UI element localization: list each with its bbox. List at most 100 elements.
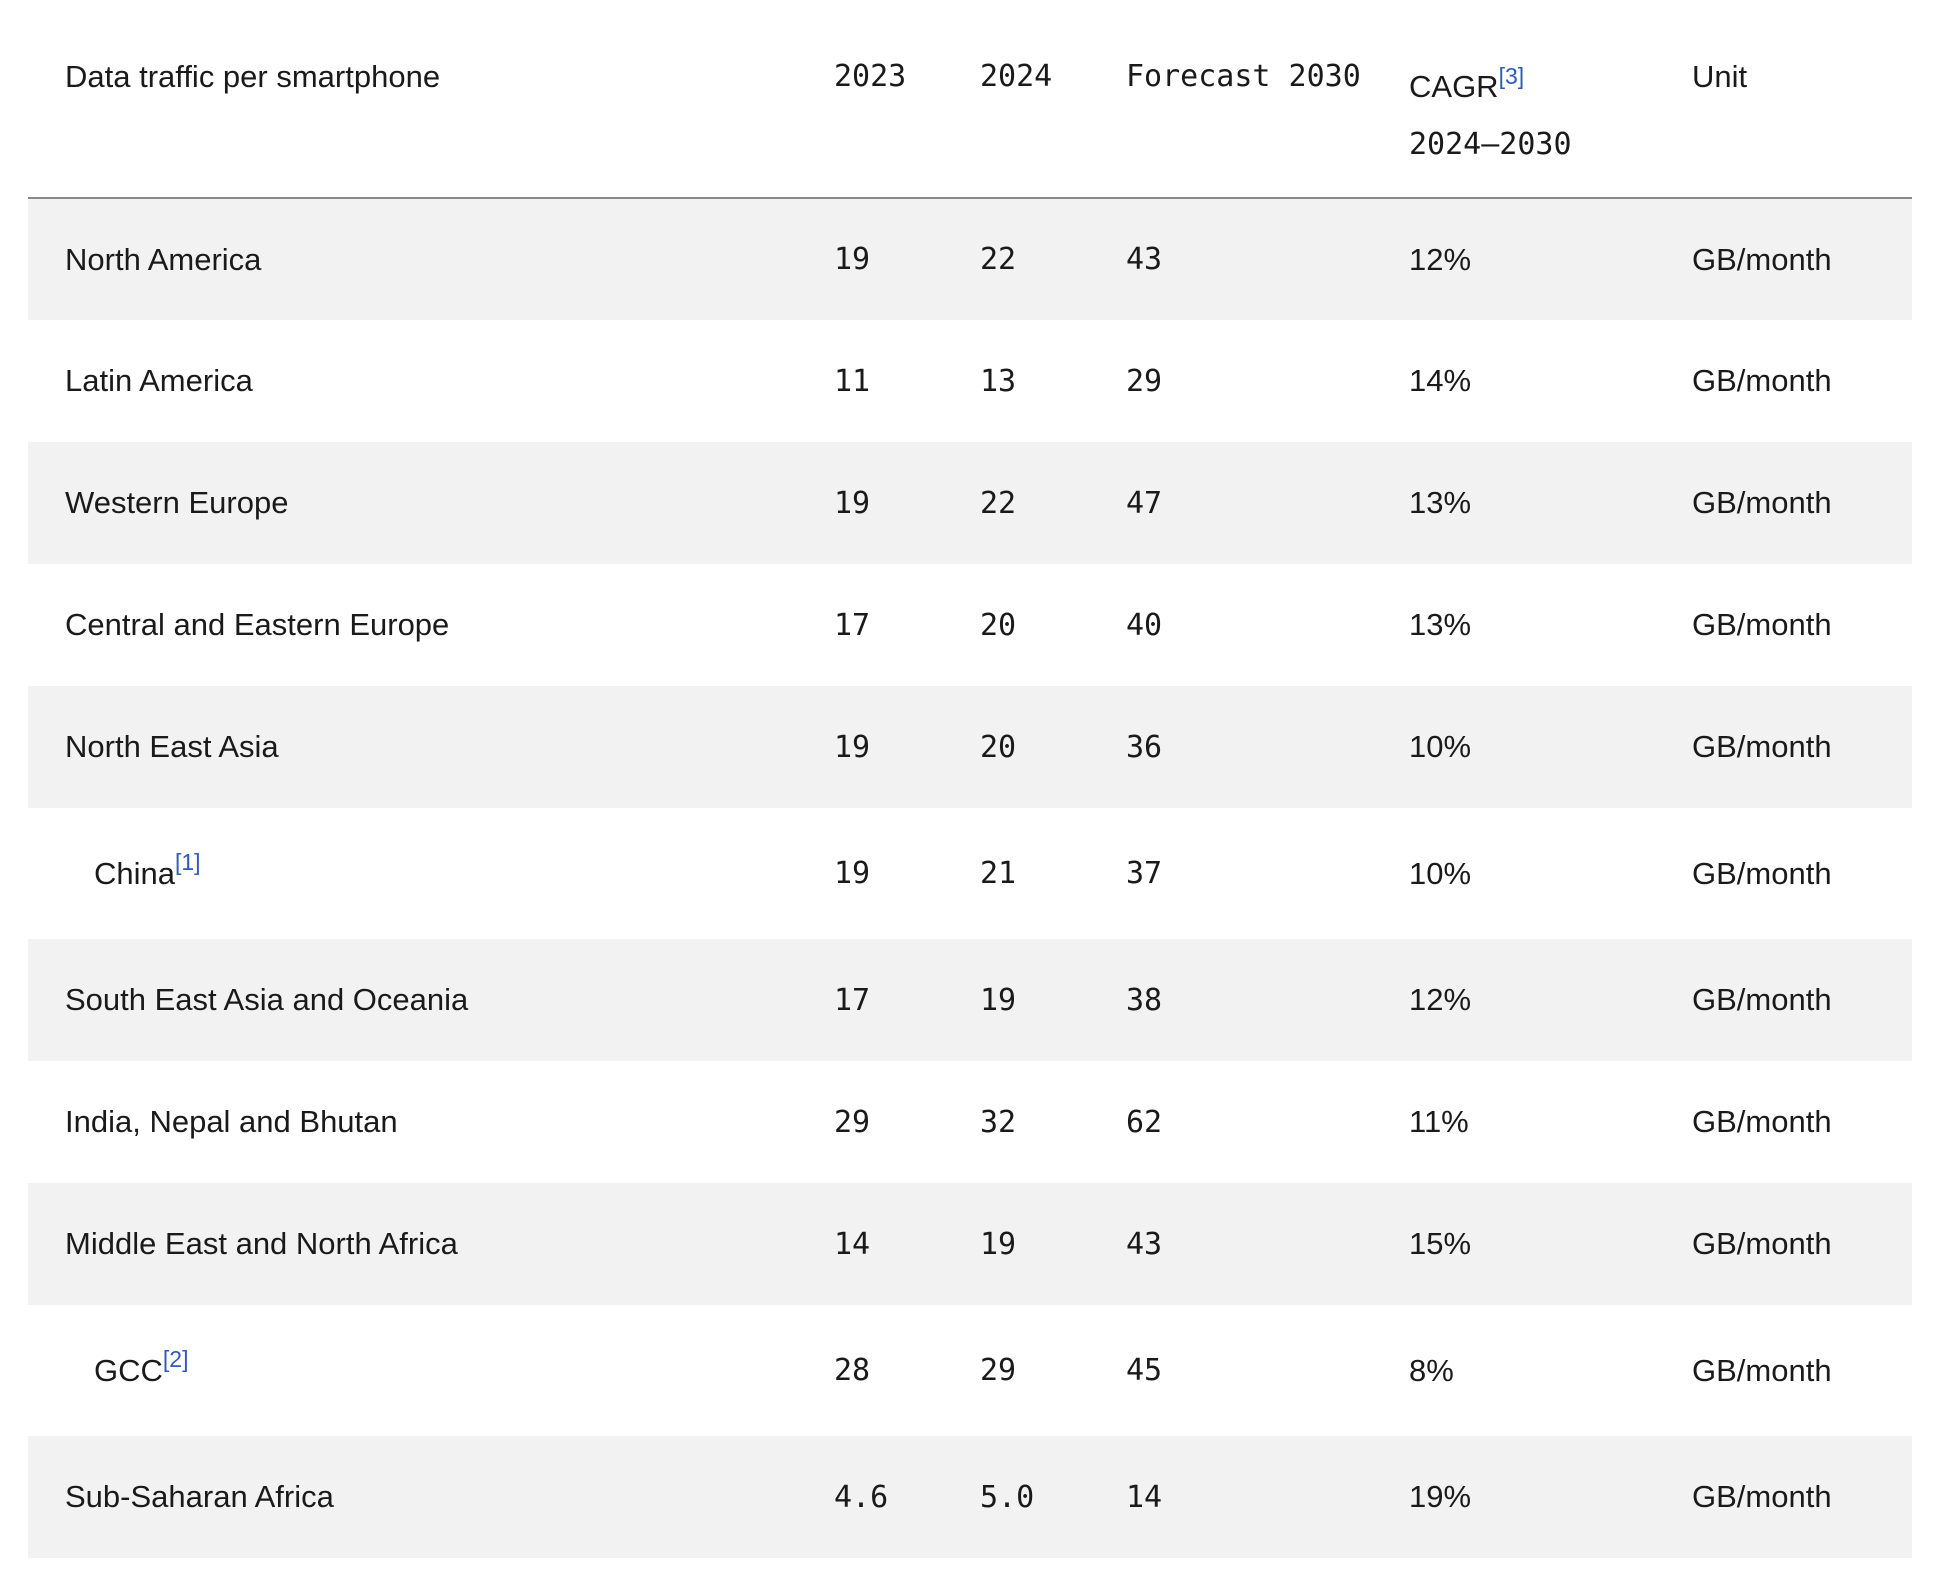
cell-unit: GB/month bbox=[1692, 1183, 1912, 1305]
header-row: Data traffic per smartphone 2023 2024 Fo… bbox=[28, 0, 1912, 199]
footnote-link-3[interactable]: [3] bbox=[1498, 62, 1525, 89]
cell-cagr: 12% bbox=[1409, 198, 1692, 320]
region-name: North America bbox=[65, 241, 262, 277]
cell-unit: GB/month bbox=[1692, 686, 1912, 808]
cell-unit: GB/month bbox=[1692, 1104, 1832, 1139]
region-name: Western Europe bbox=[65, 485, 289, 520]
header-cagr-label: CAGR bbox=[1409, 69, 1499, 104]
header-cagr-period: 2024–2030 bbox=[1409, 127, 1572, 162]
cell-forecast-2030: 43 bbox=[1126, 1183, 1409, 1305]
region-name: North East Asia bbox=[65, 729, 279, 764]
cell-forecast-2030: 38 bbox=[1126, 939, 1409, 1061]
cell-region: South East Asia and Oceania bbox=[28, 939, 834, 1061]
header-unit: Unit bbox=[1692, 0, 1912, 199]
header-2023: 2023 bbox=[834, 0, 980, 199]
cell-2023: 4.6 bbox=[834, 1436, 980, 1558]
cell-2023: 28 bbox=[834, 1353, 871, 1388]
cell-2024: 22 bbox=[980, 198, 1126, 320]
table-row: Western Europe 19 22 47 13% GB/month bbox=[28, 442, 1912, 564]
cell-region: North East Asia bbox=[28, 686, 834, 808]
cell-forecast-2030: 43 bbox=[1126, 198, 1409, 320]
cell-2024: 22 bbox=[980, 442, 1126, 564]
cell-2024: 21 bbox=[980, 856, 1017, 891]
cell-2023: 19 bbox=[834, 686, 980, 808]
cell-2024: 20 bbox=[980, 607, 1017, 643]
table-row: GCC[2] 28 29 45 8% GB/month bbox=[28, 1305, 1912, 1436]
cell-region: Middle East and North Africa bbox=[28, 1183, 834, 1305]
region-name: India, Nepal and Bhutan bbox=[65, 1104, 398, 1139]
table-header: Data traffic per smartphone 2023 2024 Fo… bbox=[28, 0, 1912, 199]
cell-cagr: 8% bbox=[1409, 1352, 1454, 1388]
region-name: Sub-Saharan Africa bbox=[65, 1479, 334, 1514]
cell-cagr: 11% bbox=[1409, 1104, 1469, 1139]
cell-2024: 20 bbox=[980, 686, 1126, 808]
cell-region: North America bbox=[28, 198, 834, 320]
cell-forecast-2030: 62 bbox=[1126, 1104, 1163, 1140]
cell-unit: GB/month bbox=[1692, 198, 1912, 320]
cell-cagr: 12% bbox=[1409, 939, 1692, 1061]
cell-cagr: 10% bbox=[1409, 686, 1692, 808]
cell-unit: GB/month bbox=[1692, 363, 1832, 398]
table-row: North East Asia 19 20 36 10% GB/month bbox=[28, 686, 1912, 808]
cell-2023: 19 bbox=[834, 442, 980, 564]
cell-unit: GB/month bbox=[1692, 442, 1912, 564]
region-name: GCC bbox=[94, 1352, 163, 1388]
cell-2024: 5.0 bbox=[980, 1436, 1126, 1558]
cell-2024: 19 bbox=[980, 1183, 1126, 1305]
cell-forecast-2030: 29 bbox=[1126, 363, 1163, 399]
footnote-link[interactable]: [1] bbox=[175, 849, 201, 876]
cell-2023: 11 bbox=[834, 363, 871, 399]
table-body: North America 19 22 43 12% GB/month Latin Amer… bbox=[28, 198, 1912, 1558]
header-cagr: CAGR[3] 2024–2030 bbox=[1409, 0, 1692, 199]
footnote-link[interactable]: [2] bbox=[162, 1346, 189, 1373]
data-traffic-table-container: Data traffic per smartphone 2023 2024 Fo… bbox=[28, 0, 1912, 1558]
cell-region: China[1] bbox=[28, 808, 834, 939]
table-row: Central and Eastern Europe 17 20 40 13% GB/mo… bbox=[28, 564, 1912, 686]
data-traffic-table: Data traffic per smartphone 2023 2024 Fo… bbox=[28, 0, 1912, 1558]
cell-unit: GB/month bbox=[1692, 855, 1832, 891]
cell-2023: 29 bbox=[834, 1104, 871, 1140]
table-row: South East Asia and Oceania 17 19 38 12% GB/m… bbox=[28, 939, 1912, 1061]
header-2024: 2024 bbox=[980, 0, 1126, 199]
region-name: Central and Eastern Europe bbox=[65, 607, 450, 642]
header-forecast-2030: Forecast 2030 bbox=[1126, 0, 1409, 199]
table-row: Sub-Saharan Africa 4.6 5.0 14 19% GB/month bbox=[28, 1436, 1912, 1558]
region-name: Middle East and North Africa bbox=[65, 1226, 458, 1261]
cell-2024: 32 bbox=[980, 1104, 1017, 1140]
cell-region: Western Europe bbox=[28, 442, 834, 564]
cell-forecast-2030: 37 bbox=[1126, 856, 1163, 891]
table-row: China[1] 19 21 37 10% GB/month bbox=[28, 808, 1912, 939]
cell-2024: 19 bbox=[980, 939, 1126, 1061]
cell-forecast-2030: 36 bbox=[1126, 686, 1409, 808]
cell-forecast-2030: 14 bbox=[1126, 1436, 1409, 1558]
cell-region: Central and Eastern Europe bbox=[28, 564, 834, 686]
table-row: Middle East and North Africa 14 19 43 15% GB/… bbox=[28, 1183, 1912, 1305]
cell-2023: 17 bbox=[834, 607, 871, 643]
cell-2023: 14 bbox=[834, 1183, 980, 1305]
cell-cagr: 13% bbox=[1409, 442, 1692, 564]
cell-region: India, Nepal and Bhutan bbox=[28, 1061, 834, 1183]
cell-cagr: 19% bbox=[1409, 1436, 1692, 1558]
cell-forecast-2030: 40 bbox=[1126, 607, 1163, 643]
cell-region: Latin America bbox=[28, 320, 834, 442]
cell-region: Sub-Saharan Africa bbox=[28, 1436, 834, 1558]
cell-cagr: 15% bbox=[1409, 1183, 1692, 1305]
header-region: Data traffic per smartphone bbox=[28, 0, 834, 199]
cell-2023: 19 bbox=[834, 198, 980, 320]
cell-2023: 19 bbox=[834, 856, 871, 891]
cell-unit: GB/month bbox=[1692, 939, 1912, 1061]
cell-cagr: 10% bbox=[1409, 855, 1472, 891]
cell-forecast-2030: 45 bbox=[1126, 1353, 1163, 1388]
cell-cagr: 14% bbox=[1409, 363, 1472, 398]
cell-unit: GB/month bbox=[1692, 1352, 1832, 1388]
cell-2023: 17 bbox=[834, 939, 980, 1061]
cell-region: GCC[2] bbox=[28, 1305, 834, 1436]
table-row: India, Nepal and Bhutan 29 32 62 11% GB/month bbox=[28, 1061, 1912, 1183]
cell-cagr: 13% bbox=[1409, 607, 1472, 642]
cell-2024: 13 bbox=[980, 363, 1017, 399]
cell-unit: GB/month bbox=[1692, 607, 1832, 642]
cell-2024: 29 bbox=[980, 1353, 1017, 1388]
cell-unit: GB/month bbox=[1692, 1436, 1912, 1558]
region-name: China bbox=[94, 855, 175, 891]
table-row: Latin America 11 13 29 14% GB/month bbox=[28, 320, 1912, 442]
